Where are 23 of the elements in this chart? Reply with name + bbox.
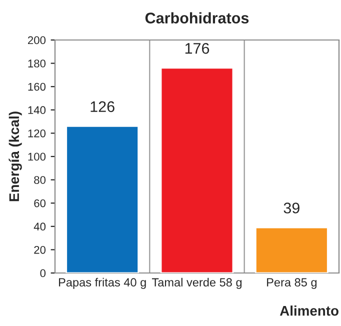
y-tick-label: 0 — [40, 269, 46, 278]
y-tick-label: 180 — [28, 60, 46, 68]
x-tick-label: Papas fritas 40 g — [59, 278, 146, 289]
data-label: 126 — [90, 101, 114, 112]
bar — [66, 126, 139, 273]
y-tick-label: 140 — [28, 106, 46, 114]
bar — [255, 226, 328, 273]
data-label: 39 — [284, 202, 300, 214]
y-tick-label: 160 — [28, 82, 46, 91]
bar — [160, 67, 234, 273]
x-tick-label: Pera 85 g — [267, 278, 317, 289]
x-tick-label: Tamal verde 58 g — [152, 278, 242, 289]
data-label: 176 — [185, 43, 210, 54]
y-tick-label: 40 — [34, 222, 46, 231]
chart-title: Carbohidratos — [145, 12, 249, 24]
y-tick-label: 80 — [34, 176, 46, 184]
y-tick-label: 60 — [34, 199, 46, 208]
y-tick-label: 20 — [34, 246, 46, 254]
x-axis-title: Alimento — [280, 306, 338, 316]
y-tick-label: 200 — [28, 36, 46, 44]
y-axis-title: Energía (kcal) — [8, 112, 22, 202]
y-tick-label: 100 — [28, 152, 46, 161]
y-tick-label: 120 — [28, 129, 46, 138]
